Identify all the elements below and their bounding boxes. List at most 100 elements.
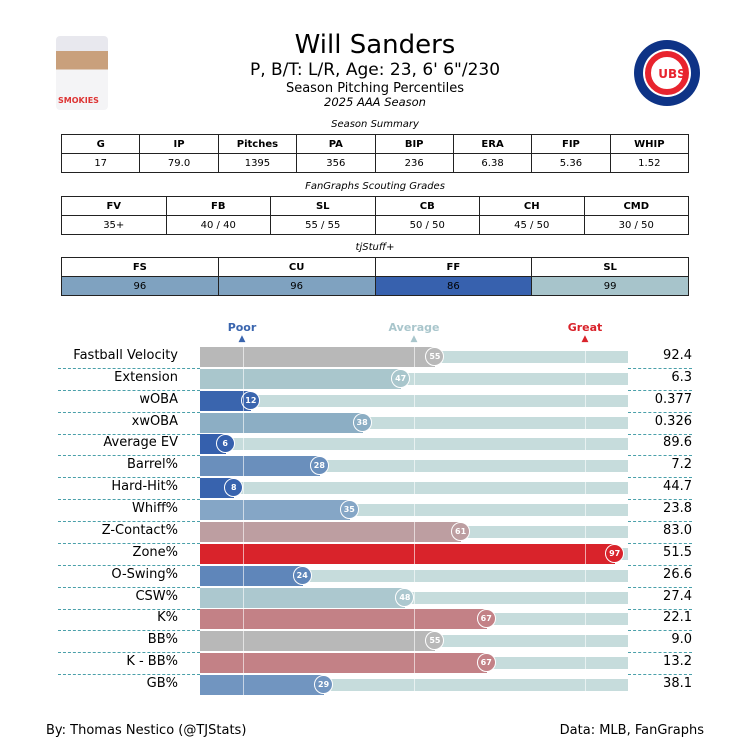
triangle-up-icon: ▲ <box>410 334 418 344</box>
row-divider <box>628 455 692 457</box>
cell-value: 79.0 <box>139 153 219 173</box>
row-divider <box>628 389 692 391</box>
metric-label: O-Swing% <box>111 566 178 582</box>
metric-value: 23.8 <box>663 501 692 517</box>
cell-value: 356 <box>296 153 376 173</box>
row-divider <box>58 608 200 610</box>
percentile-bar <box>200 543 616 564</box>
legend-poor: Poor ▲ <box>202 321 282 344</box>
metric-value: 44.7 <box>663 479 692 495</box>
row-divider <box>58 477 200 479</box>
metric-label: Hard-Hit% <box>111 479 178 495</box>
row-divider <box>58 367 200 369</box>
percentile-bar <box>200 631 436 652</box>
row-divider <box>628 630 692 632</box>
row-divider <box>58 411 200 413</box>
percentile-badge: 6 <box>215 434 235 454</box>
metric-value: 9.0 <box>671 632 692 648</box>
metric-value: 27.4 <box>663 588 692 604</box>
row-divider <box>628 499 692 501</box>
metric-label: K - BB% <box>126 654 178 670</box>
metric-label: CSW% <box>135 588 178 604</box>
row-divider <box>58 630 200 632</box>
row-divider <box>628 652 692 654</box>
percentile-bar <box>200 609 487 630</box>
header-row: FV FB SL CB CH CMD <box>61 196 689 216</box>
metric-label: xwOBA <box>131 413 178 429</box>
svg-text:UBS: UBS <box>658 67 686 81</box>
legend-poor-label: Poor <box>227 321 257 334</box>
footer-credit: By: Thomas Nestico (@TJStats) <box>46 723 247 738</box>
row-divider <box>628 564 692 566</box>
percentile-badge: 48 <box>395 587 415 607</box>
metric-value: 92.4 <box>663 348 692 363</box>
metric-value: 83.0 <box>663 522 692 538</box>
legend-great-label: Great <box>567 321 603 334</box>
row-divider <box>628 367 692 369</box>
metric-value: 0.377 <box>654 391 692 407</box>
cell-value: 99 <box>531 276 689 296</box>
metric-value: 7.2 <box>671 457 692 473</box>
metric-label: Whiff% <box>131 501 178 517</box>
percentile-badge: 24 <box>292 565 312 585</box>
row-divider <box>58 564 200 566</box>
tjstuff-table: FS CU FF SL 96 96 86 99 <box>61 257 689 296</box>
row-divider <box>628 477 692 479</box>
row-divider <box>58 499 200 501</box>
percentile-badge: 28 <box>309 456 329 476</box>
metric-value: 26.6 <box>663 566 692 582</box>
legend-average-label: Average <box>388 321 440 334</box>
scouting-table: FV FB SL CB CH CMD 35+ 40 / 40 55 / 55 50 / 50 45 … <box>61 196 689 235</box>
row-divider <box>628 521 692 523</box>
percentile-badge: 8 <box>224 478 244 498</box>
season-label: 2025 AAA Season <box>324 95 426 109</box>
cell-value: 1.52 <box>609 153 690 173</box>
row-divider <box>58 586 200 588</box>
cell-value: 30 / 50 <box>583 215 689 235</box>
metric-value: 51.5 <box>663 544 692 560</box>
metric-value: 38.1 <box>663 676 692 692</box>
cell-value: 96 <box>61 276 219 296</box>
row-divider <box>58 652 200 654</box>
player-photo: SMOKIES <box>56 36 108 110</box>
cell-value: 55 / 55 <box>270 215 376 235</box>
metric-value: 13.2 <box>663 654 692 670</box>
percentile-bar <box>200 412 363 433</box>
row-divider <box>628 674 692 676</box>
row-divider <box>58 674 200 676</box>
cubs-logo: UBS <box>634 40 700 106</box>
player-bio: P, B/T: L/R, Age: 23, 6' 6"/230 <box>249 60 501 80</box>
percentile-badge: 29 <box>314 675 334 695</box>
value-row: 35+ 40 / 40 55 / 55 50 / 50 45 / 50 30 / 50 <box>61 215 689 235</box>
triangle-up-icon: ▲ <box>581 334 589 344</box>
metric-value: 89.6 <box>663 435 692 451</box>
metric-label: Zone% <box>132 544 178 560</box>
cell-value: 45 / 50 <box>479 215 585 235</box>
value-row: 17 79.0 1395 356 236 6.38 5.36 1.52 <box>60 153 690 173</box>
percentile-badge: 61 <box>451 521 471 541</box>
percentile-badge: 38 <box>352 412 372 432</box>
scouting-title: FanGraphs Scouting Grades <box>305 181 445 192</box>
metric-label: Barrel% <box>126 457 178 473</box>
metric-label: Fastball Velocity <box>73 348 178 363</box>
row-divider <box>58 433 200 435</box>
percentile-bar <box>200 347 436 367</box>
gridline <box>414 346 415 696</box>
metric-label: BB% <box>147 632 178 648</box>
percentile-bar <box>200 565 303 586</box>
percentile-bar <box>200 653 487 674</box>
percentile-badge: 67 <box>476 609 496 629</box>
gridline <box>585 346 587 696</box>
metric-value: 0.326 <box>654 413 692 429</box>
row-divider <box>58 455 200 457</box>
row-divider <box>58 542 200 544</box>
tjstuff-title: tjStuff+ <box>355 242 395 253</box>
percentile-badge: 67 <box>476 653 496 673</box>
row-divider <box>628 542 692 544</box>
percentile-bar <box>200 390 252 411</box>
percentile-badge: 47 <box>391 368 411 388</box>
subtitle: Season Pitching Percentiles <box>285 81 465 96</box>
cell-value: 236 <box>374 153 454 173</box>
